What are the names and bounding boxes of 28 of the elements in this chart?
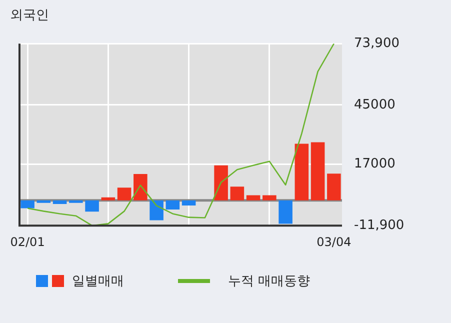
bar — [230, 186, 244, 200]
bar — [246, 195, 260, 200]
bar — [262, 195, 276, 200]
bar — [117, 188, 132, 200]
bar — [69, 200, 83, 203]
bar — [214, 165, 228, 200]
bar — [166, 200, 180, 210]
x-tick-label: 03/04 — [316, 234, 352, 249]
bar — [134, 174, 148, 200]
bar — [294, 144, 309, 200]
legend-label: 누적 매매동향 — [228, 273, 310, 290]
bar — [150, 200, 164, 220]
x-tick-label: 02/01 — [10, 234, 45, 249]
legend-label: 일별매매 — [72, 273, 124, 290]
y-tick-label: -11,900 — [354, 218, 404, 233]
bar — [278, 200, 292, 224]
bar — [101, 197, 116, 200]
y-tick-label: 45000 — [354, 97, 396, 112]
bar — [52, 200, 67, 204]
bar — [85, 200, 99, 212]
bar — [36, 200, 51, 203]
y-tick-label: 17000 — [354, 156, 396, 172]
bar — [20, 200, 34, 208]
chart-title: 외국인 — [10, 8, 49, 24]
bar — [327, 174, 341, 200]
bar — [182, 200, 196, 206]
y-tick-label: 73,900 — [354, 36, 400, 51]
bar — [310, 142, 325, 200]
